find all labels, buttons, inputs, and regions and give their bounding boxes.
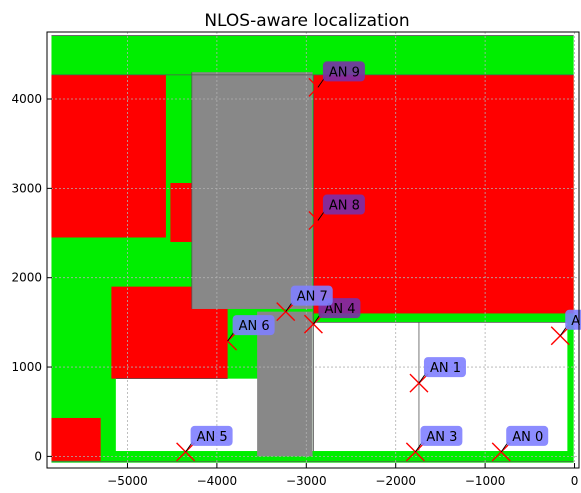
anchor-an-0: AN 0 bbox=[491, 425, 549, 462]
anchor-label: AN 8 bbox=[329, 199, 360, 214]
anchor-an-5: AN 5 bbox=[176, 425, 233, 462]
anchor-label: AN 4 bbox=[324, 302, 355, 317]
anchor-label-box bbox=[232, 315, 275, 336]
chart-title: NLOS-aware localization bbox=[204, 11, 409, 31]
y-tick-label: 0 bbox=[34, 449, 42, 463]
anchor-label-box bbox=[423, 357, 466, 378]
anchor-label: AN 5 bbox=[197, 430, 228, 445]
anchor-label-box bbox=[506, 425, 549, 446]
anchor-label-box bbox=[322, 194, 365, 215]
anchor-label-box bbox=[290, 285, 333, 306]
region-obstacle bbox=[191, 72, 313, 309]
anchor-label: AN 7 bbox=[297, 290, 328, 305]
anchor-label: AN 2 bbox=[571, 314, 581, 329]
anchor-an-9: AN 9 bbox=[308, 61, 365, 97]
anchor-an-2: AN 2 bbox=[550, 309, 581, 346]
region-nlos bbox=[313, 74, 574, 314]
x-tick-label: 0 bbox=[571, 474, 579, 488]
anchor-an-3: AN 3 bbox=[405, 425, 463, 462]
anchor-label: AN 6 bbox=[239, 319, 270, 334]
anchor-layer: AN 0 AN 1 AN 3 AN 4 AN 5 AN 6 AN 7 AN 8 AN 9 AN 2 bbox=[176, 61, 581, 462]
x-tick-label: −1000 bbox=[465, 474, 506, 488]
x-tick-label: −3000 bbox=[286, 474, 327, 488]
anchor-label: AN 9 bbox=[329, 65, 360, 80]
x-tick-label: −4000 bbox=[197, 474, 238, 488]
region-nlos bbox=[51, 417, 101, 461]
anchor-label: AN 0 bbox=[512, 430, 543, 445]
anchor-label-box bbox=[322, 61, 365, 82]
plot-area: AN 0 AN 1 AN 3 AN 4 AN 5 AN 6 AN 7 AN 8 AN 9 AN 2… bbox=[11, 31, 581, 488]
region-nlos bbox=[51, 74, 166, 238]
anchor-an-1: AN 1 bbox=[409, 357, 466, 393]
x-tick-label: −2000 bbox=[375, 474, 416, 488]
anchor-label: AN 3 bbox=[426, 430, 457, 445]
map-layer bbox=[51, 35, 574, 463]
anchor-label: AN 1 bbox=[430, 361, 461, 376]
anchor-an-7: AN 7 bbox=[276, 285, 333, 322]
anchor-an-6: AN 6 bbox=[218, 315, 275, 351]
anchor-label-box bbox=[565, 309, 581, 330]
region-obstacle bbox=[257, 311, 313, 457]
x-tick-label: −5000 bbox=[107, 474, 148, 488]
y-tick-label: 1000 bbox=[11, 360, 42, 374]
grid bbox=[47, 32, 579, 468]
y-tick-label: 3000 bbox=[11, 181, 42, 195]
anchor-label-box bbox=[420, 425, 463, 446]
axes: −5000 −4000 −3000 −2000 −1000 0 0 1000 2000 3000 4… bbox=[11, 92, 578, 488]
anchor-label-box bbox=[190, 425, 233, 446]
y-tick-label: 2000 bbox=[11, 271, 42, 285]
plot-frame bbox=[46, 31, 580, 469]
wall-lines bbox=[51, 35, 574, 463]
y-tick-label: 4000 bbox=[11, 92, 42, 106]
anchor-an-8: AN 8 bbox=[308, 194, 365, 231]
